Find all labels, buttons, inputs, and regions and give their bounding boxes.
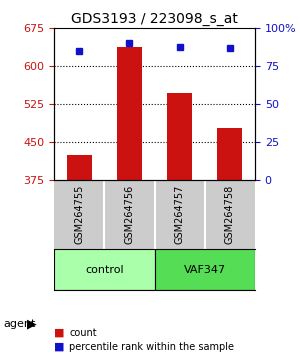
Text: agent: agent [3,319,35,329]
Text: GSM264757: GSM264757 [175,185,184,244]
Text: GSM264755: GSM264755 [74,185,84,244]
Text: GSM264758: GSM264758 [225,185,235,244]
FancyBboxPatch shape [54,249,154,290]
Title: GDS3193 / 223098_s_at: GDS3193 / 223098_s_at [71,12,238,26]
Text: control: control [85,264,124,275]
Text: ■: ■ [54,328,64,338]
Text: ▶: ▶ [27,318,37,330]
Text: VAF347: VAF347 [184,264,226,275]
Bar [67,155,92,180]
Bar [117,47,142,180]
Text: ■: ■ [54,342,64,352]
FancyBboxPatch shape [154,249,255,290]
Text: GSM264756: GSM264756 [124,185,134,244]
Bar [217,128,242,180]
Bar [167,92,192,180]
Text: count: count [69,328,97,338]
Text: percentile rank within the sample: percentile rank within the sample [69,342,234,352]
